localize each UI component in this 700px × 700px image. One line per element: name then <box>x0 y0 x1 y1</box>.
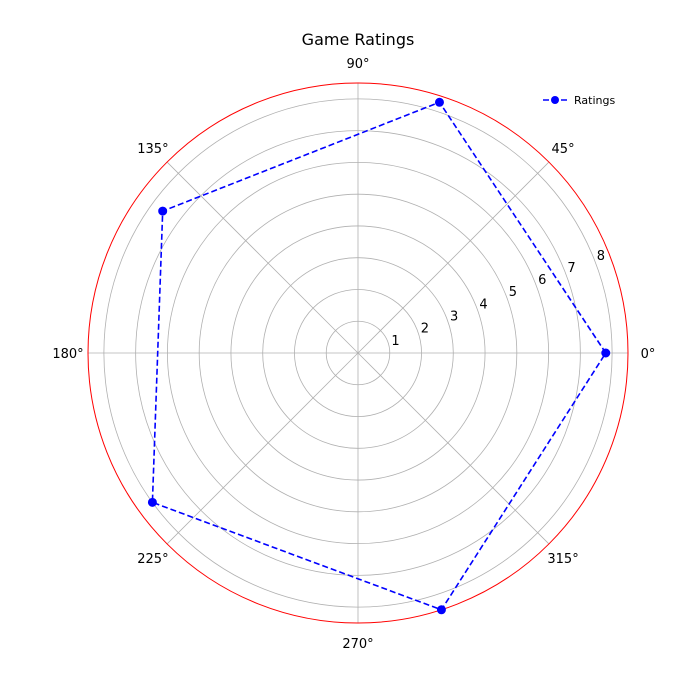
data-point-0-3 <box>147 497 157 507</box>
r-gridline-6 <box>135 130 581 576</box>
r-gridline-7 <box>103 98 613 608</box>
legend-label: Ratings <box>574 94 615 107</box>
legend-marker-sample <box>551 96 559 104</box>
r-gridline-1 <box>294 289 422 417</box>
r-tick-label-1: 2 <box>421 322 429 337</box>
r-tick-label-7: 8 <box>597 249 605 264</box>
r-tick-label-4: 5 <box>509 285 517 300</box>
theta-gridline-5 <box>166 352 359 545</box>
r-tick-label-2: 3 <box>450 310 458 325</box>
theta-tick-label-7: 315° <box>547 552 578 567</box>
grid-group <box>88 83 628 623</box>
r-gridline-5 <box>167 162 549 544</box>
theta-gridline-7 <box>357 352 550 545</box>
r-tick-label-0: 1 <box>391 334 399 349</box>
chart-title: Game Ratings <box>302 30 415 49</box>
r-gridline-2 <box>262 257 454 449</box>
theta-tick-label-1: 45° <box>552 142 575 157</box>
r-tick-label-5: 6 <box>538 273 546 288</box>
theta-tick-label-5: 225° <box>137 552 168 567</box>
theta-tick-label-3: 135° <box>137 142 168 157</box>
theta-tick-label-0: 0° <box>641 347 656 362</box>
r-gridline-3 <box>230 225 486 481</box>
r-tick-label-3: 4 <box>479 297 487 312</box>
data-point-0-4 <box>436 605 446 615</box>
theta-gridline-1 <box>357 161 550 354</box>
theta-gridline-3 <box>166 161 359 354</box>
data-point-0-1 <box>434 97 444 107</box>
r-gridline-4 <box>198 193 518 513</box>
outer-ring <box>87 82 629 624</box>
data-point-0-0 <box>601 348 611 358</box>
theta-tick-label-6: 270° <box>342 637 373 652</box>
data-point-0-2 <box>158 206 168 216</box>
r-tick-label-6: 7 <box>567 261 575 276</box>
theta-tick-label-2: 90° <box>346 57 369 72</box>
legend: Ratings <box>543 94 615 107</box>
theta-tick-label-4: 180° <box>52 347 83 362</box>
r-gridline-0 <box>325 320 391 386</box>
